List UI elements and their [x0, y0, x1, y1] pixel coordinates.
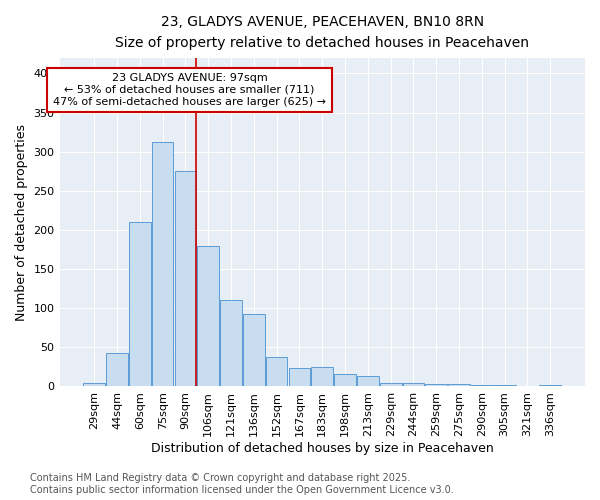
Bar [266, 358, 287, 386]
Text: 23 GLADYS AVENUE: 97sqm
← 53% of detached houses are smaller (711)
47% of semi-d: 23 GLADYS AVENUE: 97sqm ← 53% of detache… [53, 74, 326, 106]
Bar [311, 367, 333, 386]
Bar [380, 382, 401, 386]
Y-axis label: Number of detached properties: Number of detached properties [15, 124, 28, 320]
Bar [106, 353, 128, 386]
Bar [334, 374, 356, 386]
Bar [425, 384, 447, 386]
Bar [357, 376, 379, 386]
Title: 23, GLADYS AVENUE, PEACEHAVEN, BN10 8RN
Size of property relative to detached ho: 23, GLADYS AVENUE, PEACEHAVEN, BN10 8RN … [115, 15, 529, 50]
Bar [152, 142, 173, 386]
Bar [494, 385, 515, 386]
Text: Contains HM Land Registry data © Crown copyright and database right 2025.
Contai: Contains HM Land Registry data © Crown c… [30, 474, 454, 495]
Bar [129, 222, 151, 386]
Bar [403, 382, 424, 386]
Bar [175, 171, 196, 386]
Bar [83, 382, 105, 386]
X-axis label: Distribution of detached houses by size in Peacehaven: Distribution of detached houses by size … [151, 442, 494, 455]
Bar [220, 300, 242, 386]
Bar [289, 368, 310, 386]
Bar [197, 246, 219, 386]
Bar [471, 385, 493, 386]
Bar [243, 314, 265, 386]
Bar [539, 385, 561, 386]
Bar [448, 384, 470, 386]
